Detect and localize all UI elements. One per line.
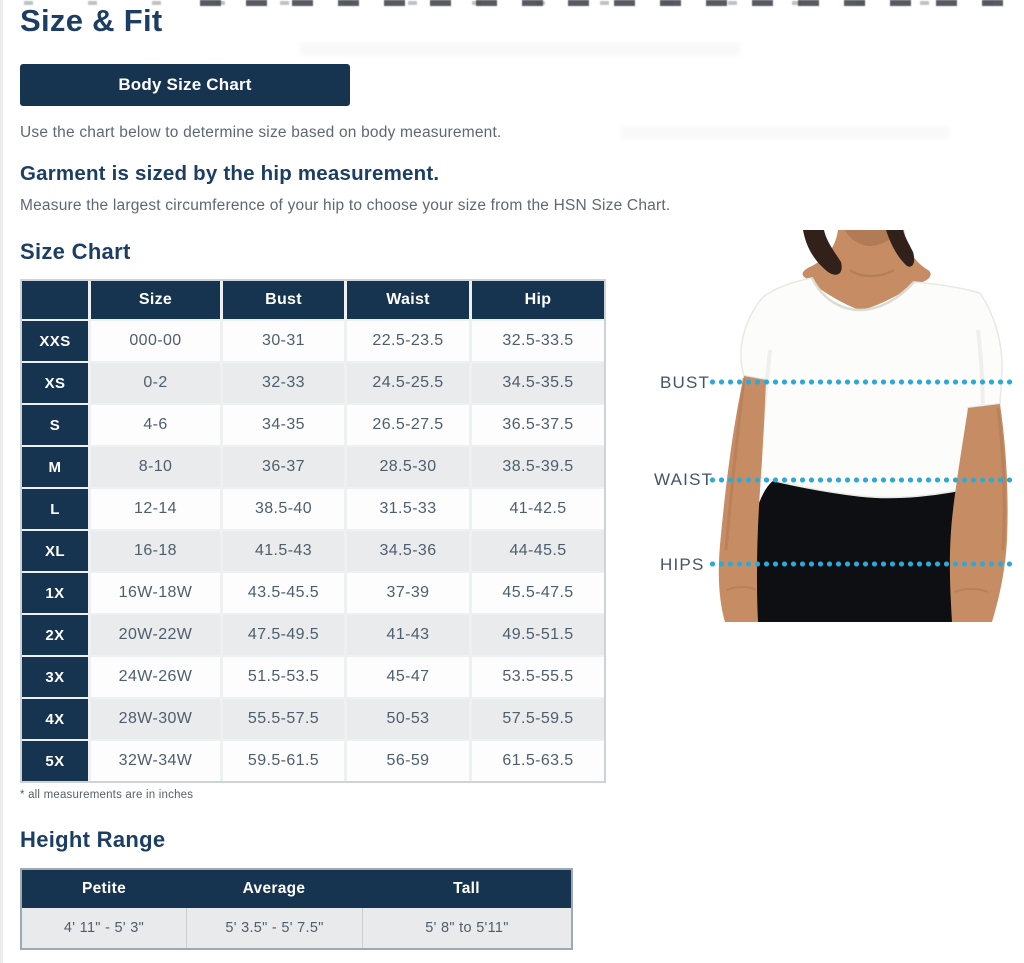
height-range-heading: Height Range <box>20 827 166 852</box>
size-cell: 41.5-43 <box>223 531 344 571</box>
size-row-label: 2X <box>22 615 88 655</box>
bust-label: BUST <box>660 373 711 392</box>
size-chart-column-header: Waist <box>347 281 469 319</box>
size-cell: 45.5-47.5 <box>472 573 604 613</box>
size-cell: 38.5-40 <box>223 489 344 529</box>
top-crop-artifact <box>24 1 1004 5</box>
size-chart-heading: Size Chart <box>20 239 131 264</box>
size-cell: 51.5-53.5 <box>223 657 344 697</box>
size-cell: 0-2 <box>91 363 220 403</box>
model-photo-illustration <box>718 230 1008 622</box>
size-cell: 16W-18W <box>91 573 220 613</box>
height-column-header: Average <box>186 870 362 908</box>
size-cell: 34.5-35.5 <box>472 363 604 403</box>
size-cell: 22.5-23.5 <box>347 321 469 361</box>
size-chart-table: Size Bust Waist Hip XXS 000-00 30-31 22.5-2… <box>20 279 606 783</box>
page-title: Size & Fit <box>20 3 163 38</box>
size-row-label: XS <box>22 363 88 403</box>
size-cell: 61.5-63.5 <box>472 741 604 781</box>
size-cell: 45-47 <box>347 657 469 697</box>
height-range-table: Petite Average Tall 4' 11" - 5' 3" 5' 3.… <box>20 868 573 950</box>
measurements-footnote: * all measurements are in inches <box>20 789 194 801</box>
size-row-label: M <box>22 447 88 487</box>
measure-instruction: Measure the largest circumference of you… <box>20 197 671 214</box>
size-row-label: S <box>22 405 88 445</box>
waist-label: WAIST <box>654 470 714 489</box>
size-cell: 44-45.5 <box>472 531 604 571</box>
size-cell: 36.5-37.5 <box>472 405 604 445</box>
height-value: 4' 11" - 5' 3" <box>22 908 186 948</box>
top-crop-artifact <box>200 0 1016 6</box>
size-cell: 53.5-55.5 <box>472 657 604 697</box>
size-cell: 28.5-30 <box>347 447 469 487</box>
size-cell: 43.5-45.5 <box>223 573 344 613</box>
intro-text: Use the chart below to determine size ba… <box>20 124 502 141</box>
size-cell: 50-53 <box>347 699 469 739</box>
hips-label: HIPS <box>660 555 705 574</box>
size-row-label: 3X <box>22 657 88 697</box>
waist-dotted-line <box>708 477 1012 483</box>
size-cell: 37-39 <box>347 573 469 613</box>
size-cell: 41-42.5 <box>472 489 604 529</box>
height-column-header: Petite <box>22 870 186 908</box>
jpeg-ghost-artifact <box>300 42 740 56</box>
size-row-label: XXS <box>22 321 88 361</box>
size-cell: 34-35 <box>223 405 344 445</box>
body-size-chart-button[interactable]: Body Size Chart <box>20 64 350 106</box>
size-cell: 31.5-33 <box>347 489 469 529</box>
height-value: 5' 3.5" - 5' 7.5" <box>186 908 362 948</box>
size-chart-column-header: Hip <box>472 281 604 319</box>
size-cell: 24.5-25.5 <box>347 363 469 403</box>
size-cell: 55.5-57.5 <box>223 699 344 739</box>
size-cell: 28W-30W <box>91 699 220 739</box>
hips-dotted-line <box>708 561 1012 567</box>
size-chart-corner-cell <box>22 281 88 319</box>
size-cell: 59.5-61.5 <box>223 741 344 781</box>
size-cell: 38.5-39.5 <box>472 447 604 487</box>
size-row-label: XL <box>22 531 88 571</box>
jpeg-ghost-artifact <box>620 126 950 139</box>
size-cell: 30-31 <box>223 321 344 361</box>
size-cell: 4-6 <box>91 405 220 445</box>
bust-dotted-line <box>708 379 1012 385</box>
size-cell: 34.5-36 <box>347 531 469 571</box>
size-cell: 8-10 <box>91 447 220 487</box>
size-cell: 32-33 <box>223 363 344 403</box>
size-row-label: 4X <box>22 699 88 739</box>
size-chart-column-header: Size <box>91 281 220 319</box>
size-cell: 32.5-33.5 <box>472 321 604 361</box>
size-cell: 32W-34W <box>91 741 220 781</box>
size-cell: 57.5-59.5 <box>472 699 604 739</box>
page-edge-artifact <box>0 0 3 963</box>
height-column-header: Tall <box>362 870 571 908</box>
size-cell: 36-37 <box>223 447 344 487</box>
size-cell: 49.5-51.5 <box>472 615 604 655</box>
garment-sizing-note: Garment is sized by the hip measurement. <box>20 162 440 185</box>
size-cell: 26.5-27.5 <box>347 405 469 445</box>
size-cell: 16-18 <box>91 531 220 571</box>
size-cell: 20W-22W <box>91 615 220 655</box>
size-cell: 000-00 <box>91 321 220 361</box>
size-chart-column-header: Bust <box>223 281 344 319</box>
size-row-label: 5X <box>22 741 88 781</box>
size-cell: 41-43 <box>347 615 469 655</box>
size-cell: 56-59 <box>347 741 469 781</box>
size-row-label: L <box>22 489 88 529</box>
size-cell: 47.5-49.5 <box>223 615 344 655</box>
size-row-label: 1X <box>22 573 88 613</box>
size-cell: 24W-26W <box>91 657 220 697</box>
height-value: 5' 8" to 5'11" <box>362 908 571 948</box>
size-cell: 12-14 <box>91 489 220 529</box>
